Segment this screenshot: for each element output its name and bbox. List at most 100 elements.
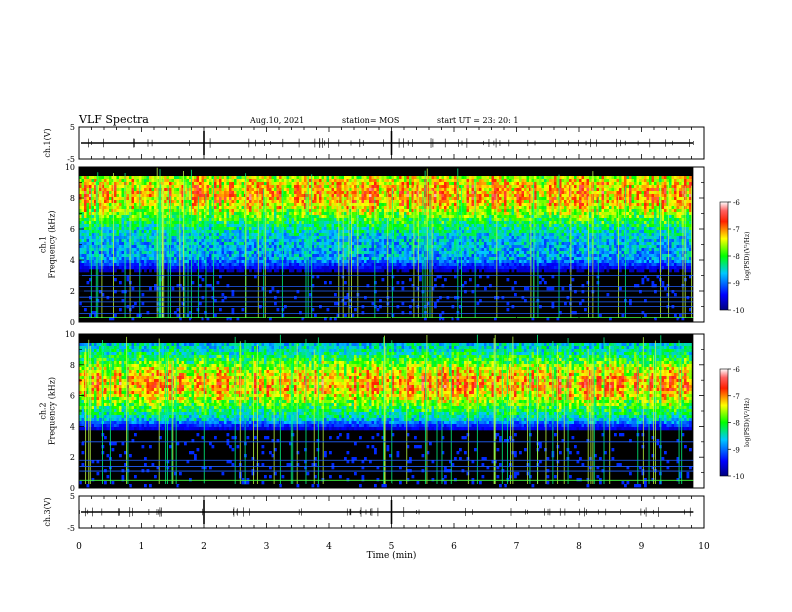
spectrogram-cell [289, 191, 292, 195]
spectrogram-cell [379, 260, 382, 264]
spectrogram-cell [384, 254, 387, 258]
spectrogram-cell [174, 311, 177, 315]
spectrogram-cell [134, 239, 137, 243]
spectrogram-cell [301, 215, 305, 219]
spectrogram-cell [311, 248, 315, 252]
spectrogram-cell [211, 188, 215, 192]
spectrogram-cell [441, 236, 445, 240]
spectrogram-cell [436, 275, 440, 279]
spectrogram-cell [396, 224, 400, 228]
spectrogram-cell [146, 257, 150, 261]
spectrogram-cell [374, 230, 377, 234]
spectrogram-cell [91, 245, 95, 249]
spectrogram-cell [236, 230, 240, 234]
spectrogram-cell [179, 197, 182, 201]
spectrogram-cell [214, 215, 217, 219]
spectrogram-cell [111, 233, 115, 237]
spectrogram-cell [121, 290, 125, 294]
spectrogram-cell [189, 206, 192, 210]
spectrogram-cell [179, 182, 182, 186]
spectrogram-cell [221, 194, 225, 198]
spectrogram-cell [181, 185, 185, 189]
spectrogram-cell [249, 227, 252, 231]
spectrogram-cell [336, 239, 340, 243]
spectrogram-cell [396, 281, 400, 285]
spectrogram-cell [331, 254, 335, 258]
spectrogram-cell [391, 203, 395, 207]
spectrogram-cell [241, 182, 245, 186]
spectrogram-cell [374, 245, 377, 249]
spectrogram-cell [431, 209, 435, 213]
spectrogram-cell [299, 311, 302, 315]
spectrogram-cell [229, 248, 232, 252]
spectrogram-cell [384, 212, 387, 216]
spectrogram-cell [401, 191, 405, 195]
spectrogram-cell [331, 203, 335, 207]
spectrogram-cell [369, 188, 372, 192]
spectrogram-cell [126, 191, 130, 195]
spectrogram-cell [414, 242, 417, 246]
spectrogram-cell [236, 185, 240, 189]
spectrogram-cell [324, 176, 327, 180]
spectrogram-cell [401, 194, 405, 198]
spectrogram-cell [126, 221, 130, 225]
spectrogram-cell [121, 251, 125, 255]
spectrogram-cell [111, 200, 115, 204]
spectrogram-cell [204, 194, 207, 198]
spectrogram-cell [121, 185, 125, 189]
spectrogram-cell [331, 212, 335, 216]
spectrogram-cell [434, 227, 437, 231]
spectrogram-cell [226, 188, 230, 192]
spectrogram-cell [409, 182, 412, 186]
spectrogram-cell [114, 215, 117, 219]
spectrogram-cell [351, 197, 355, 201]
spectrogram-cell [284, 176, 287, 180]
spectrogram-cell [164, 230, 167, 234]
spectrogram-cell [149, 194, 152, 198]
spectrogram-cell [364, 296, 367, 300]
spectrogram-cell [216, 281, 220, 285]
spectrogram-cell [339, 224, 342, 228]
spectrogram-cell [284, 224, 287, 228]
spectrogram-cell [184, 185, 187, 189]
spectrogram-cell [346, 242, 350, 246]
spectrogram-cell [411, 227, 415, 231]
spectrogram-cell [319, 179, 322, 183]
spectrogram-cell [286, 248, 290, 252]
spectrogram-cell [431, 260, 435, 264]
spectrogram-cell [431, 203, 435, 207]
spectrogram-cell [274, 200, 277, 204]
spectrogram-cell [204, 245, 207, 249]
spectrogram-cell [376, 248, 380, 252]
spectrogram-cell [376, 266, 380, 270]
spectrogram-cell [144, 200, 147, 204]
spectrogram-cell [284, 212, 287, 216]
spectrogram-cell [136, 242, 140, 246]
spectrogram-cell [426, 257, 430, 261]
spectrogram-cell [86, 233, 90, 237]
spectrogram-cell [249, 254, 252, 258]
spectrogram-cell [214, 254, 217, 258]
spectrogram-cell [409, 218, 412, 222]
spectrogram-cell [194, 269, 197, 273]
spectrogram-cell [254, 248, 257, 252]
spectrogram-cell [201, 203, 205, 207]
spectrogram-cell [199, 224, 202, 228]
spectrogram-cell [181, 179, 185, 183]
spectrogram-cell [99, 203, 102, 207]
spectrogram-cell [174, 194, 177, 198]
spectrogram-cell [379, 212, 382, 216]
spectrogram-cell [279, 251, 282, 255]
spectrogram-cell [334, 317, 337, 321]
spectrogram-cell [319, 176, 322, 180]
spectrogram-cell [294, 194, 297, 198]
spectrogram-cell [394, 266, 397, 270]
spectrogram-cell [439, 179, 442, 183]
spectrogram-cell [436, 197, 440, 201]
spectrogram-cell [401, 254, 405, 258]
spectrogram-cell [156, 254, 160, 258]
spectrogram-cell [336, 179, 340, 183]
spectrogram-cell [89, 248, 92, 252]
spectrogram-cell [79, 242, 82, 246]
spectrogram-cell [81, 233, 85, 237]
